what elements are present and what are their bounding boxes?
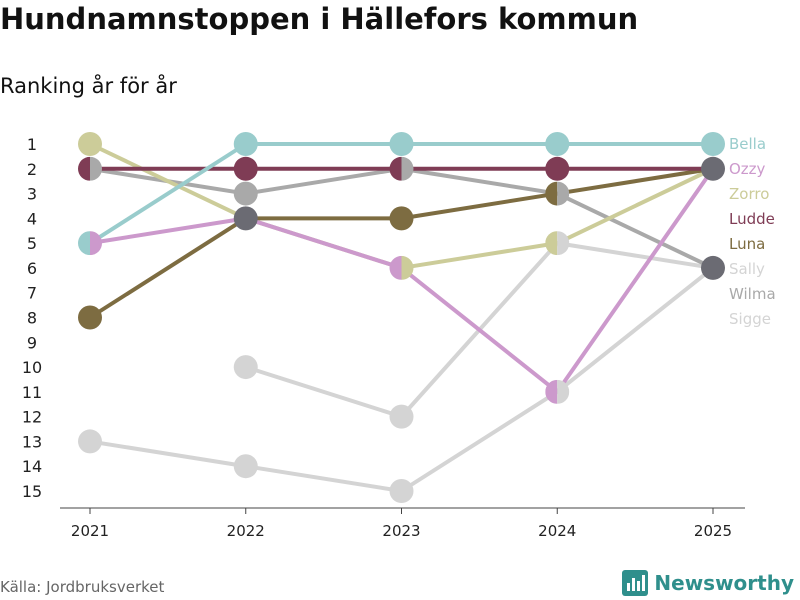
y-tick-label: 8 <box>27 309 37 328</box>
point-luna-2024 <box>545 181 558 206</box>
y-tick-label: 10 <box>22 358 42 377</box>
series-line-ozzy <box>88 166 715 394</box>
point-sally-2022 <box>233 355 258 380</box>
point-zorro-2024 <box>545 231 558 256</box>
point-sigge-2022 <box>233 454 258 479</box>
y-tick-label: 3 <box>27 185 37 204</box>
legend-item-bella: Bella <box>729 135 766 153</box>
point-wilma-2024 <box>557 181 570 206</box>
point-luna-2023 <box>389 206 414 231</box>
y-tick-label: 2 <box>27 160 37 179</box>
x-tick-label: 2023 <box>382 522 420 540</box>
point-ludde-2023 <box>389 156 402 181</box>
point-bella-2021 <box>78 231 90 256</box>
point-sigge-2021 <box>78 429 102 454</box>
point-bella-2025 <box>701 132 725 156</box>
point-sigge-2023 <box>389 479 414 503</box>
series-lines <box>88 142 715 493</box>
legend: Bella Ozzy Zorro Ludde Luna Sally Wilma Sigge <box>729 135 776 328</box>
point-ludde-2021 <box>78 156 90 181</box>
chart-title: Hundnamnstoppen i Hällefors kommun <box>0 2 639 36</box>
brand-name: Newsworthy <box>654 571 794 595</box>
point-wilma-2022 <box>233 181 258 206</box>
legend-item-wilma: Wilma <box>729 285 776 303</box>
point-shared-2025-rank-2 <box>701 156 725 181</box>
legend-item-sigge: Sigge <box>729 310 771 328</box>
point-zorro-2023 <box>401 255 414 280</box>
y-tick-label: 1 <box>27 135 37 154</box>
point-wilma-2021 <box>90 156 102 181</box>
point-ozzy-2021 <box>90 231 102 256</box>
brand-logo: Newsworthy <box>622 570 794 596</box>
point-bella-2024 <box>545 132 570 156</box>
x-tick-label: 2021 <box>71 522 109 540</box>
bar-chart-logo-icon <box>622 570 649 596</box>
legend-item-ludde: Ludde <box>729 210 775 228</box>
y-tick-label: 12 <box>22 408 42 427</box>
point-sigge-2024 <box>557 379 570 404</box>
y-tick-label: 4 <box>27 209 37 228</box>
point-ludde-2024 <box>545 156 570 181</box>
y-tick-label: 15 <box>22 482 42 501</box>
point-shared-2022-rank-4 <box>233 206 258 231</box>
point-wilma-2023 <box>401 156 414 181</box>
source-note: Källa: Jordbruksverket <box>0 578 165 596</box>
series-markers <box>78 132 725 503</box>
x-tick-label: 2022 <box>227 522 265 540</box>
point-sally-2023 <box>389 404 414 429</box>
point-ozzy-2024 <box>545 379 558 404</box>
point-bella-2022 <box>233 132 258 156</box>
point-shared-2025-rank-6 <box>701 255 725 280</box>
point-luna-2021 <box>78 305 102 330</box>
y-tick-label: 7 <box>27 284 37 303</box>
series-line-luna <box>88 166 715 320</box>
point-ludde-2022 <box>233 156 258 181</box>
x-tick-label: 2025 <box>694 522 732 540</box>
legend-item-ozzy: Ozzy <box>729 160 766 178</box>
point-sally-2024 <box>557 231 570 256</box>
point-bella-2023 <box>389 132 414 156</box>
axes: 2021 2022 2023 2024 202512345678910111213141… <box>22 135 745 540</box>
y-tick-label: 13 <box>22 432 42 451</box>
chart-subtitle: Ranking år för år <box>0 74 177 98</box>
legend-item-zorro: Zorro <box>729 185 769 203</box>
point-zorro-2021 <box>78 132 102 156</box>
x-tick-label: 2024 <box>538 522 576 540</box>
y-tick-label: 11 <box>22 383 42 402</box>
y-tick-label: 14 <box>22 457 42 476</box>
y-tick-label: 5 <box>27 234 37 253</box>
legend-item-luna: Luna <box>729 235 765 253</box>
y-tick-label: 6 <box>27 259 37 278</box>
legend-item-sally: Sally <box>729 260 765 278</box>
y-tick-label: 9 <box>27 333 37 352</box>
point-ozzy-2023 <box>389 255 402 280</box>
